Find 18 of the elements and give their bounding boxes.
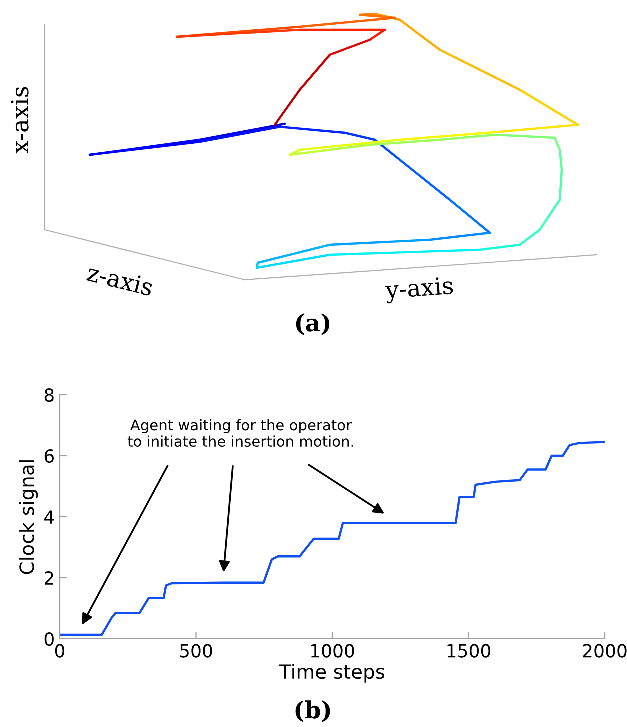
- x-axis-title: Time steps: [279, 664, 385, 683]
- text: x-axis: [11, 87, 29, 154]
- x-tick-label: 500: [180, 644, 212, 658]
- text: y-axis: [385, 276, 454, 304]
- x-tick-label: 0: [55, 644, 65, 658]
- text: (a): [296, 314, 330, 336]
- x-tick-label: 1000: [312, 644, 354, 658]
- annotation: Agent waiting for the operator to initiate the insertion motion.: [128, 419, 354, 448]
- y-tick-label: 6: [44, 449, 54, 464]
- x-tick-label: 1500: [448, 644, 491, 658]
- y-tick-label: 0: [44, 632, 54, 646]
- y-tick-label: 8: [44, 388, 54, 402]
- x-tick-label: 2000: [583, 644, 627, 658]
- y-tick-label: 2: [44, 571, 54, 585]
- y-axis-title: Clock signal: [19, 460, 38, 574]
- text: z-axis: [86, 264, 154, 297]
- text: (b): [296, 700, 330, 722]
- y-tick-label: 4: [44, 510, 54, 524]
